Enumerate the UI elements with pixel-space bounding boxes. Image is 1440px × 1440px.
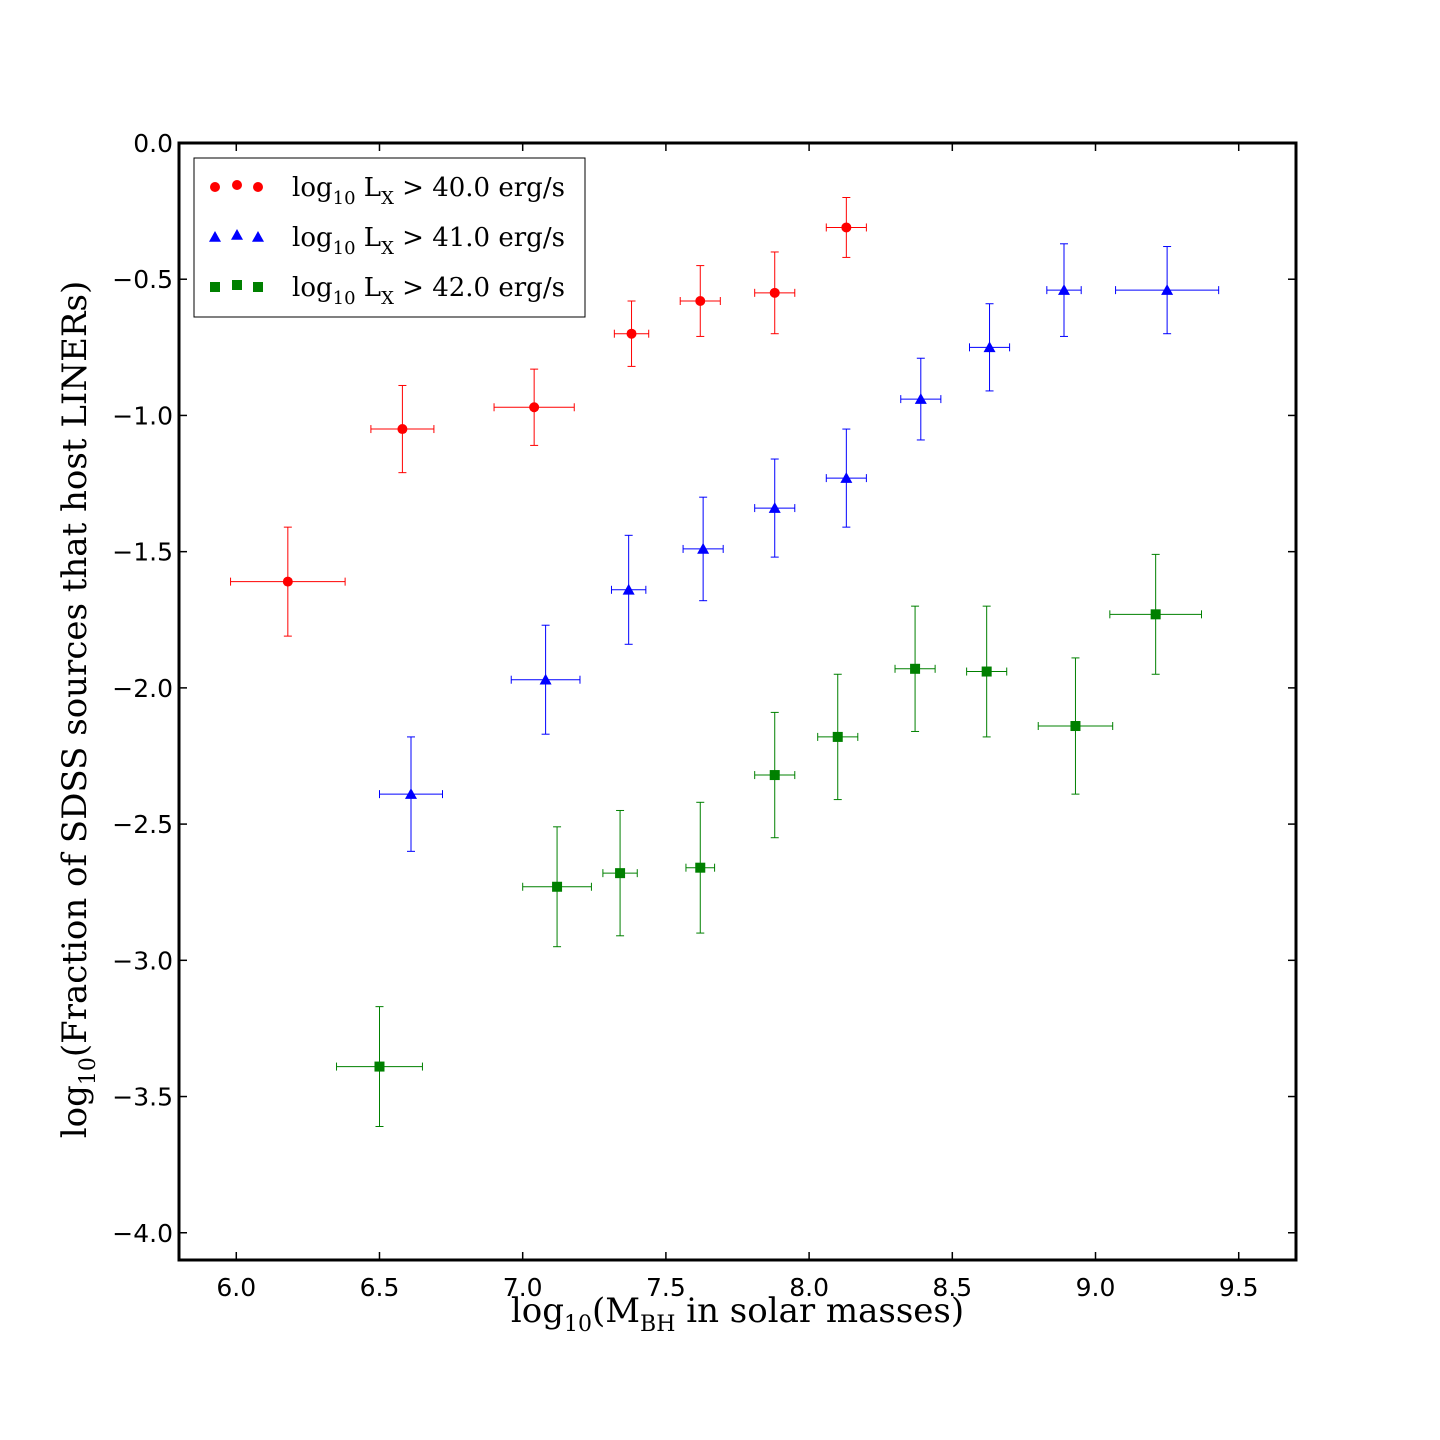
series-3	[336, 553, 1202, 1128]
data-point	[529, 402, 540, 413]
legend-marker	[210, 182, 220, 192]
data-point	[914, 393, 927, 404]
legend-label: log10 LX > 40.0 erg/s	[292, 173, 565, 209]
data-point	[910, 663, 921, 674]
x-axis-title-mass-sub: BH	[640, 1312, 675, 1337]
x-axis-title: log10(MBH in solar masses)	[511, 1291, 964, 1337]
data-point	[622, 583, 635, 595]
y-tick-label: −3.5	[112, 1083, 173, 1112]
data-point	[374, 1061, 385, 1072]
series-2	[378, 243, 1220, 852]
legend-label-log: log	[292, 273, 333, 303]
x-tick-label: 8.5	[932, 1273, 972, 1302]
legend-entry-1: log10 LX > 40.0 erg/s	[210, 173, 565, 209]
data-point	[282, 576, 293, 587]
legend-label: log10 LX > 42.0 erg/s	[292, 273, 565, 309]
data-point	[397, 424, 408, 435]
x-tick-label: 7.5	[646, 1273, 686, 1302]
data-point	[615, 868, 626, 879]
data-point	[1070, 721, 1081, 732]
y-axis-title-log: log	[55, 1085, 95, 1138]
data-point	[1161, 284, 1174, 295]
legend-label-l: L	[356, 173, 382, 203]
data-point	[539, 673, 552, 685]
y-axis-title-log-sub: 10	[76, 1057, 101, 1085]
y-tick-label: −1.0	[112, 401, 173, 430]
x-tick-label: 9.5	[1219, 1273, 1259, 1302]
legend-marker	[232, 180, 242, 190]
legend-entry-2: log10 LX > 41.0 erg/s	[209, 223, 565, 259]
x-axis-title-log-sub: 10	[564, 1312, 592, 1337]
legend-label-x-sub: X	[381, 288, 394, 309]
x-tick-label: 9.0	[1076, 1273, 1116, 1302]
legend-marker	[253, 182, 263, 192]
data-point	[981, 666, 992, 677]
y-tick-label: −0.5	[112, 265, 173, 294]
plot-frame	[177, 141, 1298, 1262]
data-point	[695, 862, 706, 873]
y-tick-label: 0.0	[133, 129, 173, 158]
data-point	[840, 472, 853, 483]
legend-label-x-sub: X	[381, 188, 394, 209]
legend-marker	[252, 231, 264, 242]
x-tick-label: 7.0	[503, 1273, 543, 1302]
x-tick-label: 6.5	[360, 1273, 400, 1302]
x-tick-label: 8.0	[789, 1273, 829, 1302]
legend-label-l: L	[356, 273, 382, 303]
legend-marker	[209, 231, 221, 242]
data-point	[552, 881, 563, 892]
legend-marker	[232, 280, 242, 290]
legend-marker	[231, 229, 243, 240]
data-point	[832, 731, 843, 742]
legend-label-threshold: > 42.0 erg/s	[394, 273, 565, 303]
legend-label-log-sub: 10	[333, 238, 356, 259]
y-axis-title-rest: (Fraction of SDSS sources that host LINE…	[55, 281, 95, 1057]
legend-marker	[210, 282, 220, 292]
legend-label-threshold: > 40.0 erg/s	[394, 173, 565, 203]
data-point	[1150, 609, 1161, 620]
data-point	[404, 788, 417, 799]
y-tick-label: −4.0	[112, 1219, 173, 1248]
legend-label-log: log	[292, 223, 333, 253]
legend-entry-3: log10 LX > 42.0 erg/s	[210, 273, 565, 309]
data-point	[626, 328, 637, 339]
data-point	[1058, 284, 1071, 295]
data-point	[768, 502, 781, 513]
x-axis-title-log: log	[511, 1291, 564, 1331]
data-point	[841, 222, 852, 233]
legend-label-x-sub: X	[381, 238, 394, 259]
y-axis-title: log10(Fraction of SDSS sources that host…	[55, 281, 101, 1138]
axis-ticks: 6.0 6.5 7.0 7.5 8.0 8.5 9.0 9.5 0.0 −0.5 −1.0 −1.5 −…	[112, 129, 1296, 1302]
data-point	[697, 542, 710, 554]
x-tick-label: 6.0	[216, 1273, 256, 1302]
x-axis-title-rest: in solar masses)	[675, 1291, 964, 1331]
plot-marks	[230, 196, 1220, 1128]
data-point	[769, 287, 780, 298]
data-point	[769, 770, 780, 781]
legend-label: log10 LX > 41.0 erg/s	[292, 223, 565, 259]
legend-label-threshold: > 41.0 erg/s	[394, 223, 565, 253]
legend-label-log-sub: 10	[333, 288, 356, 309]
data-point	[983, 341, 996, 353]
legend-marker	[253, 282, 263, 292]
y-tick-label: −3.0	[112, 946, 173, 975]
y-tick-label: −2.5	[112, 810, 173, 839]
legend-label-l: L	[356, 223, 382, 253]
legend-label-log-sub: 10	[333, 188, 356, 209]
legend-label-log: log	[292, 173, 333, 203]
data-point	[695, 296, 706, 307]
x-axis-title-open: (M	[592, 1291, 640, 1331]
y-tick-label: −2.0	[112, 674, 173, 703]
series-1	[230, 196, 867, 637]
y-tick-label: −1.5	[112, 538, 173, 567]
